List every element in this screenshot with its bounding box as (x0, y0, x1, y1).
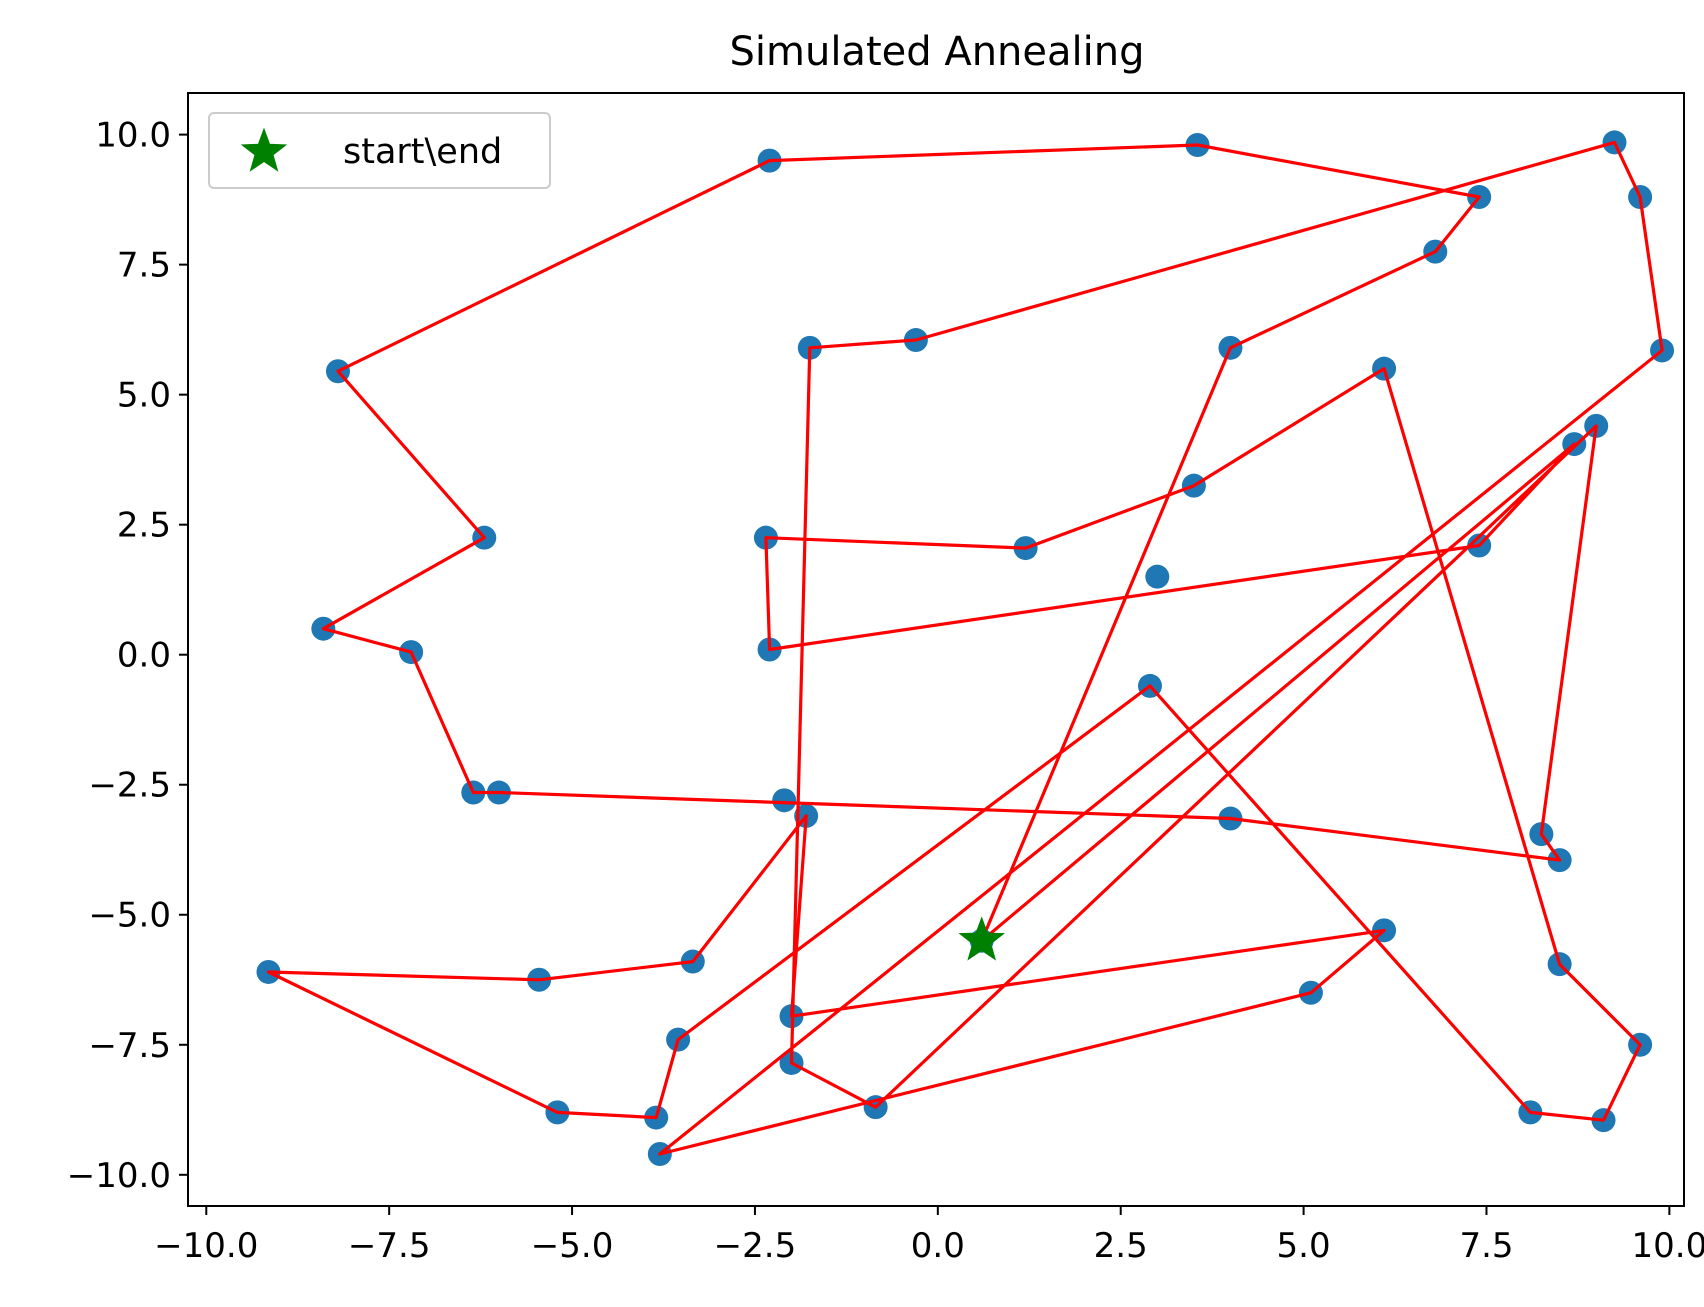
plot-frame (187, 92, 1685, 1207)
x-tick-label: 7.5 (1459, 1226, 1513, 1266)
route-line (266, 140, 1664, 1156)
city-point (1145, 564, 1170, 589)
x-tick-label: −5.0 (531, 1226, 614, 1266)
legend-label: start\end (343, 132, 502, 172)
x-tick-label: 10.0 (1632, 1226, 1704, 1266)
x-tick-label: 2.5 (1094, 1226, 1148, 1266)
x-axis: −10.0 −7.5 −5.0 −2.5 0.0 2.5 5.0 7.5 10.0 (154, 1206, 1704, 1266)
legend-box (208, 112, 551, 189)
chart-title: Simulated Annealing (730, 29, 1145, 75)
y-tick-label: −10.0 (67, 1156, 171, 1196)
y-axis: 10.0 7.5 5.0 2.5 0.0 −2.5 −5.0 −7.5 −10.0 (67, 116, 188, 1196)
x-tick-label: −2.5 (714, 1226, 797, 1266)
x-tick-label: 5.0 (1277, 1226, 1331, 1266)
plot-area (256, 130, 1675, 1166)
y-tick-label: 10.0 (95, 116, 171, 156)
y-tick-label: −7.5 (88, 1026, 171, 1066)
x-tick-label: −7.5 (348, 1226, 431, 1266)
y-tick-label: −2.5 (88, 766, 171, 806)
x-tick-label: −10.0 (154, 1226, 258, 1266)
x-tick-label: 0.0 (911, 1226, 965, 1266)
y-tick-label: 0.0 (117, 636, 171, 676)
city-point (772, 788, 797, 813)
y-tick-label: 5.0 (117, 376, 171, 416)
legend: start\end (208, 112, 551, 189)
start-marker (958, 916, 1005, 961)
y-tick-label: 7.5 (117, 246, 171, 286)
y-tick-label: 2.5 (117, 506, 171, 546)
y-tick-label: −5.0 (88, 896, 171, 936)
legend-star-icon (240, 127, 288, 172)
